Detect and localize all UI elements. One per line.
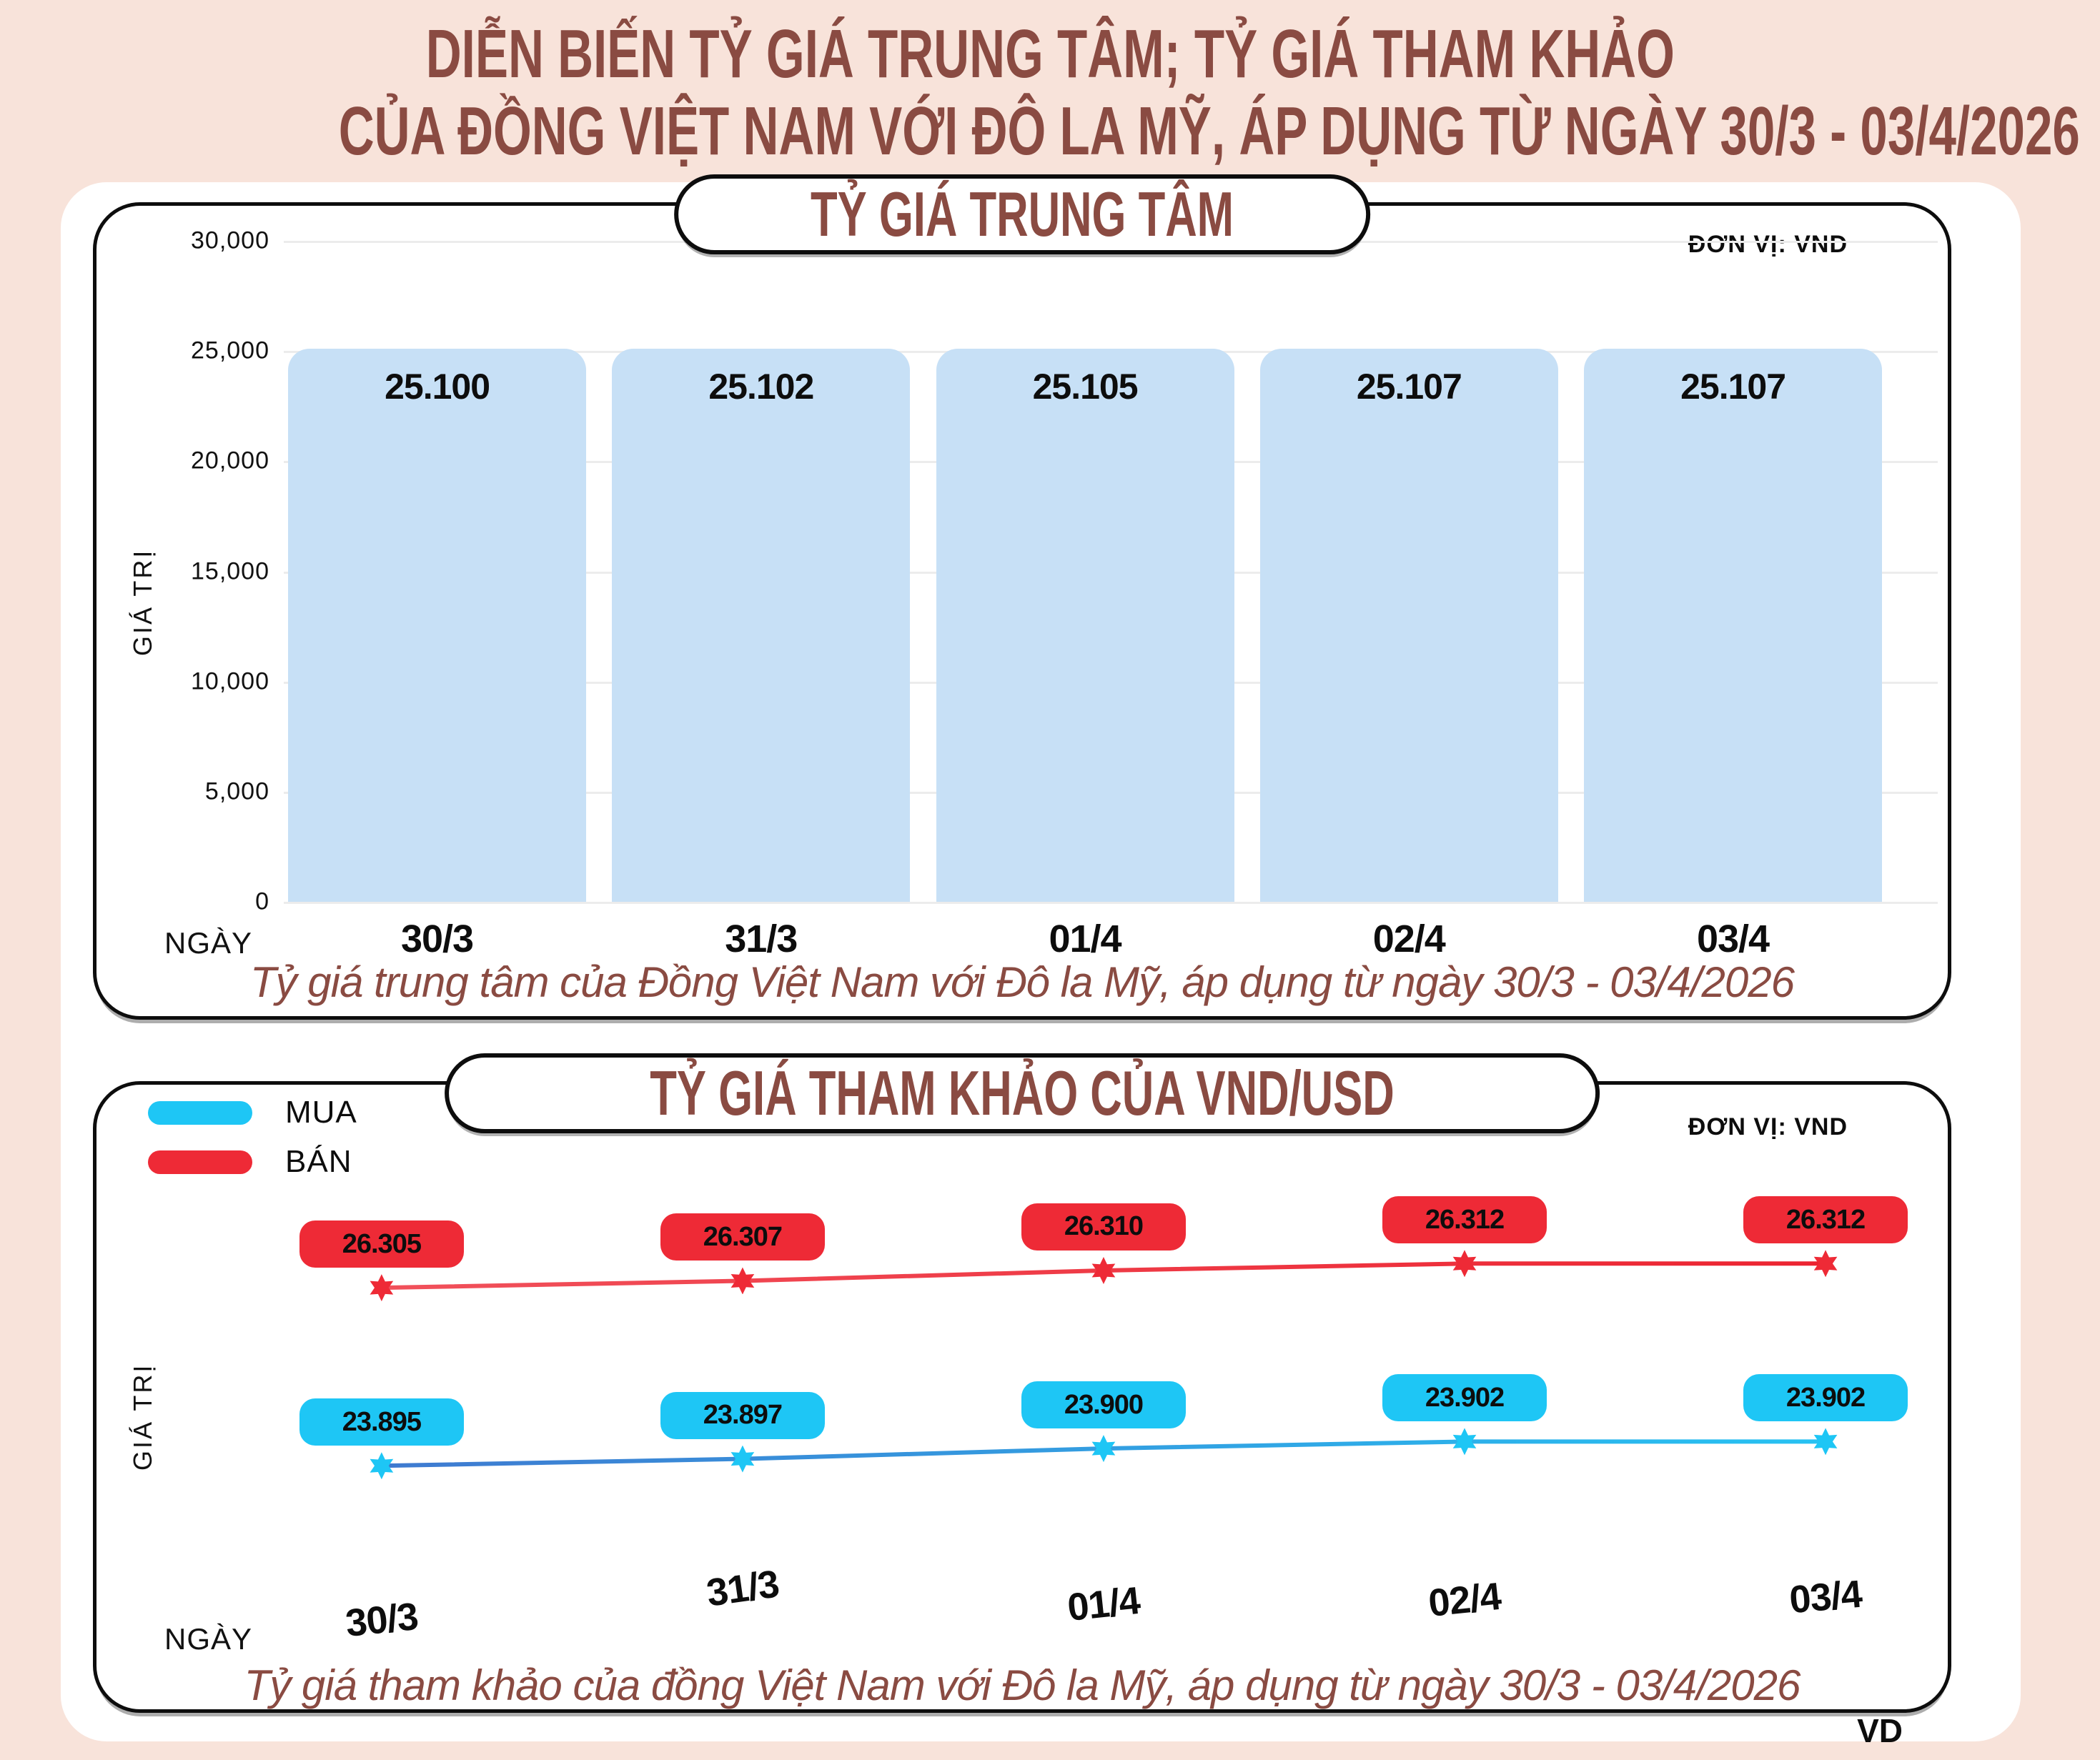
line-series-canvas	[96, 1126, 1948, 1536]
legend-label: BÁN	[285, 1144, 352, 1179]
bar: 25.107	[1259, 348, 1558, 902]
y-tick-label: 20,000	[191, 447, 269, 474]
y-axis-central: 30,000 25,000 20,000 15,000 10,000 5,000 0	[96, 227, 274, 915]
unit-label-reference: ĐƠN VỊ: VND	[1688, 1113, 1848, 1140]
central-rate-title: TỶ GIÁ TRUNG TÂM	[810, 179, 1234, 249]
page-title-line1: DIỄN BIẾN TỶ GIÁ TRUNG TÂM; TỶ GIÁ THAM …	[425, 16, 1675, 92]
legend: MUA BÁN	[148, 1095, 357, 1193]
bar-value-label: 25.102	[708, 367, 814, 407]
reference-rate-title-pill: TỶ GIÁ THAM KHẢO CỦA VND/USD	[445, 1053, 1600, 1133]
legend-swatch	[148, 1150, 252, 1174]
y-tick-label: 10,000	[191, 667, 269, 695]
x-tick-label: 03/4	[1696, 918, 1770, 960]
bar-value-label: 25.107	[1680, 366, 1786, 407]
x-tick-label: 30/3	[343, 1594, 420, 1646]
ban-value-label: 26.305	[299, 1220, 464, 1268]
legend-swatch	[148, 1100, 252, 1125]
ban-value-label: 26.312	[1743, 1196, 1908, 1244]
mua-value-label: 23.902	[1382, 1374, 1547, 1422]
page-title: DIỄN BIẾN TỶ GIÁ TRUNG TÂM; TỶ GIÁ THAM …	[0, 16, 2100, 169]
x-tick-label: 01/4	[1065, 1578, 1142, 1630]
mua-value-label: 23.897	[660, 1391, 825, 1439]
content-card: TỶ GIÁ TRUNG TÂM ĐƠN VỊ: VND GIÁ TRỊ 30,…	[61, 174, 2021, 1749]
central-rate-title-pill: TỶ GIÁ TRUNG TÂM	[674, 174, 1370, 254]
ban-value-label: 26.310	[1021, 1203, 1186, 1251]
credit: VD	[1857, 1712, 1903, 1749]
central-rate-chart-panel: TỶ GIÁ TRUNG TÂM ĐƠN VỊ: VND GIÁ TRỊ 30,…	[93, 174, 1951, 1020]
x-axis-title-central: NGÀY	[164, 926, 253, 960]
mua-value-label: 23.900	[1021, 1381, 1186, 1429]
legend-item: MUA	[148, 1095, 357, 1130]
gridline	[284, 902, 1938, 904]
y-tick-label: 25,000	[191, 337, 269, 364]
mua-value-label: 23.902	[1743, 1374, 1908, 1422]
x-axis-central: 30/3 31/3 01/4 02/4 03/4	[96, 917, 1948, 960]
line-plot: 23.895 23.897 23.900 23.902 23.902 26.305 26.3…	[96, 1126, 1948, 1536]
x-tick-label: 31/3	[725, 918, 798, 960]
x-tick-label: 30/3	[400, 918, 474, 960]
legend-item: BÁN	[148, 1144, 357, 1180]
x-axis-reference: 30/3 31/3 01/4 02/4 03/4	[96, 1562, 1948, 1645]
legend-label: MUA	[285, 1095, 357, 1130]
x-tick-label: 01/4	[1049, 918, 1121, 960]
ban-value-label: 26.312	[1382, 1196, 1547, 1244]
unit-label-central: ĐƠN VỊ: VND	[1688, 231, 1848, 258]
page-title-line2: CỦA ĐỒNG VIỆT NAM VỚI ĐÔ LA MỸ, ÁP DỤNG …	[338, 92, 2080, 169]
bar-plot: 25.100 25.102 25.105 25.107 25.107	[96, 241, 1948, 904]
x-tick-label: 02/4	[1372, 918, 1446, 960]
x-axis-title-reference: NGÀY	[164, 1622, 253, 1656]
y-tick-label: 15,000	[191, 557, 269, 585]
central-rate-caption: Tỷ giá trung tâm của Đồng Việt Nam với Đ…	[249, 958, 1795, 1006]
x-tick-label: 02/4	[1426, 1574, 1503, 1626]
mua-value-label: 23.895	[299, 1398, 464, 1446]
bar: 25.102	[612, 349, 911, 902]
x-tick-label: 03/4	[1788, 1572, 1864, 1622]
bar: 25.105	[936, 348, 1234, 902]
x-tick-label: 31/3	[703, 1562, 782, 1615]
ban-value-label: 26.307	[660, 1213, 825, 1261]
bar: 25.107	[1584, 348, 1883, 902]
reference-rate-title: TỶ GIÁ THAM KHẢO CỦA VND/USD	[650, 1058, 1395, 1128]
y-tick-label: 5,000	[204, 777, 269, 805]
reference-rate-chart-panel: TỶ GIÁ THAM KHẢO CỦA VND/USD ĐƠN VỊ: VND…	[93, 1053, 1951, 1713]
y-tick-label: 30,000	[191, 227, 269, 254]
bar-value-label: 25.107	[1356, 366, 1462, 407]
reference-rate-caption: Tỷ giá tham khảo của đồng Việt Nam với Đ…	[244, 1661, 1801, 1709]
bar-value-label: 25.100	[385, 367, 490, 407]
y-tick-label: 0	[255, 888, 269, 915]
bar-value-label: 25.105	[1032, 366, 1139, 407]
bar: 25.100	[288, 349, 587, 902]
